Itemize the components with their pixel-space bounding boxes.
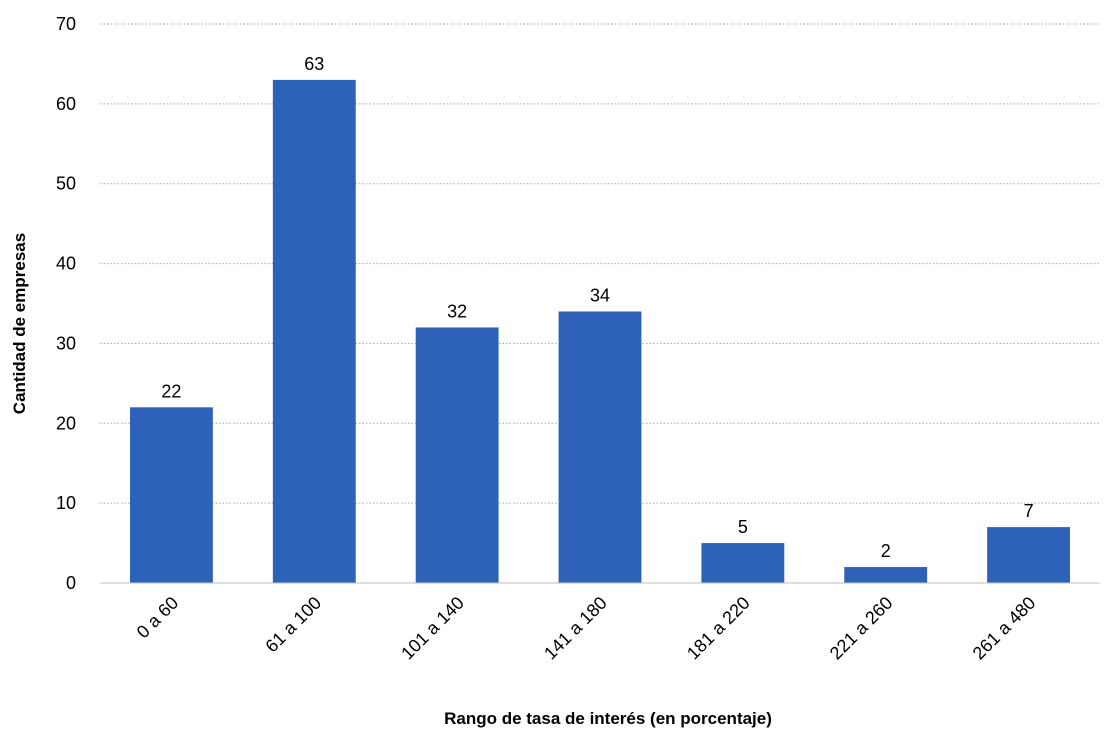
bar [987, 527, 1070, 583]
bar [701, 543, 785, 583]
x-axis-title: Rango de tasa de interés (en porcentaje) [444, 709, 772, 728]
y-tick-label: 10 [56, 493, 76, 513]
bar [272, 79, 356, 584]
data-label: 2 [881, 541, 891, 561]
y-tick-label: 70 [56, 14, 76, 34]
y-axis-title: Cantidad de empresas [10, 233, 29, 414]
y-axis-ticks: 0 10 20 30 40 50 60 70 [56, 14, 76, 593]
data-label: 34 [590, 285, 610, 305]
x-tick-label: 0 a 60 [133, 593, 183, 643]
x-tick-label: 101 a 140 [397, 593, 468, 664]
gridlines [100, 23, 1100, 504]
bar [130, 407, 213, 583]
x-axis-ticks: 0 a 60 61 a 100 101 a 140 141 a 180 181 a 22… [133, 593, 1040, 664]
x-tick-label: 61 a 100 [261, 593, 325, 657]
bars [130, 79, 1070, 584]
data-label: 22 [161, 381, 181, 401]
data-label: 63 [304, 54, 324, 74]
x-tick-label: 141 a 180 [540, 593, 611, 664]
y-tick-label: 20 [56, 413, 76, 433]
x-tick-label: 261 a 480 [969, 593, 1040, 664]
y-tick-label: 60 [56, 94, 76, 114]
bar [415, 327, 499, 583]
x-tick-label: 221 a 260 [826, 593, 897, 664]
data-label: 7 [1024, 501, 1034, 521]
x-tick-label: 181 a 220 [683, 593, 754, 664]
y-tick-label: 50 [56, 174, 76, 194]
data-label: 5 [738, 517, 748, 537]
data-labels: 22 63 32 34 5 2 7 [161, 54, 1033, 561]
y-tick-label: 0 [66, 573, 76, 593]
bar [558, 311, 642, 583]
y-tick-label: 30 [56, 333, 76, 353]
data-label: 32 [447, 301, 467, 321]
y-tick-label: 40 [56, 254, 76, 274]
bar [844, 567, 928, 583]
